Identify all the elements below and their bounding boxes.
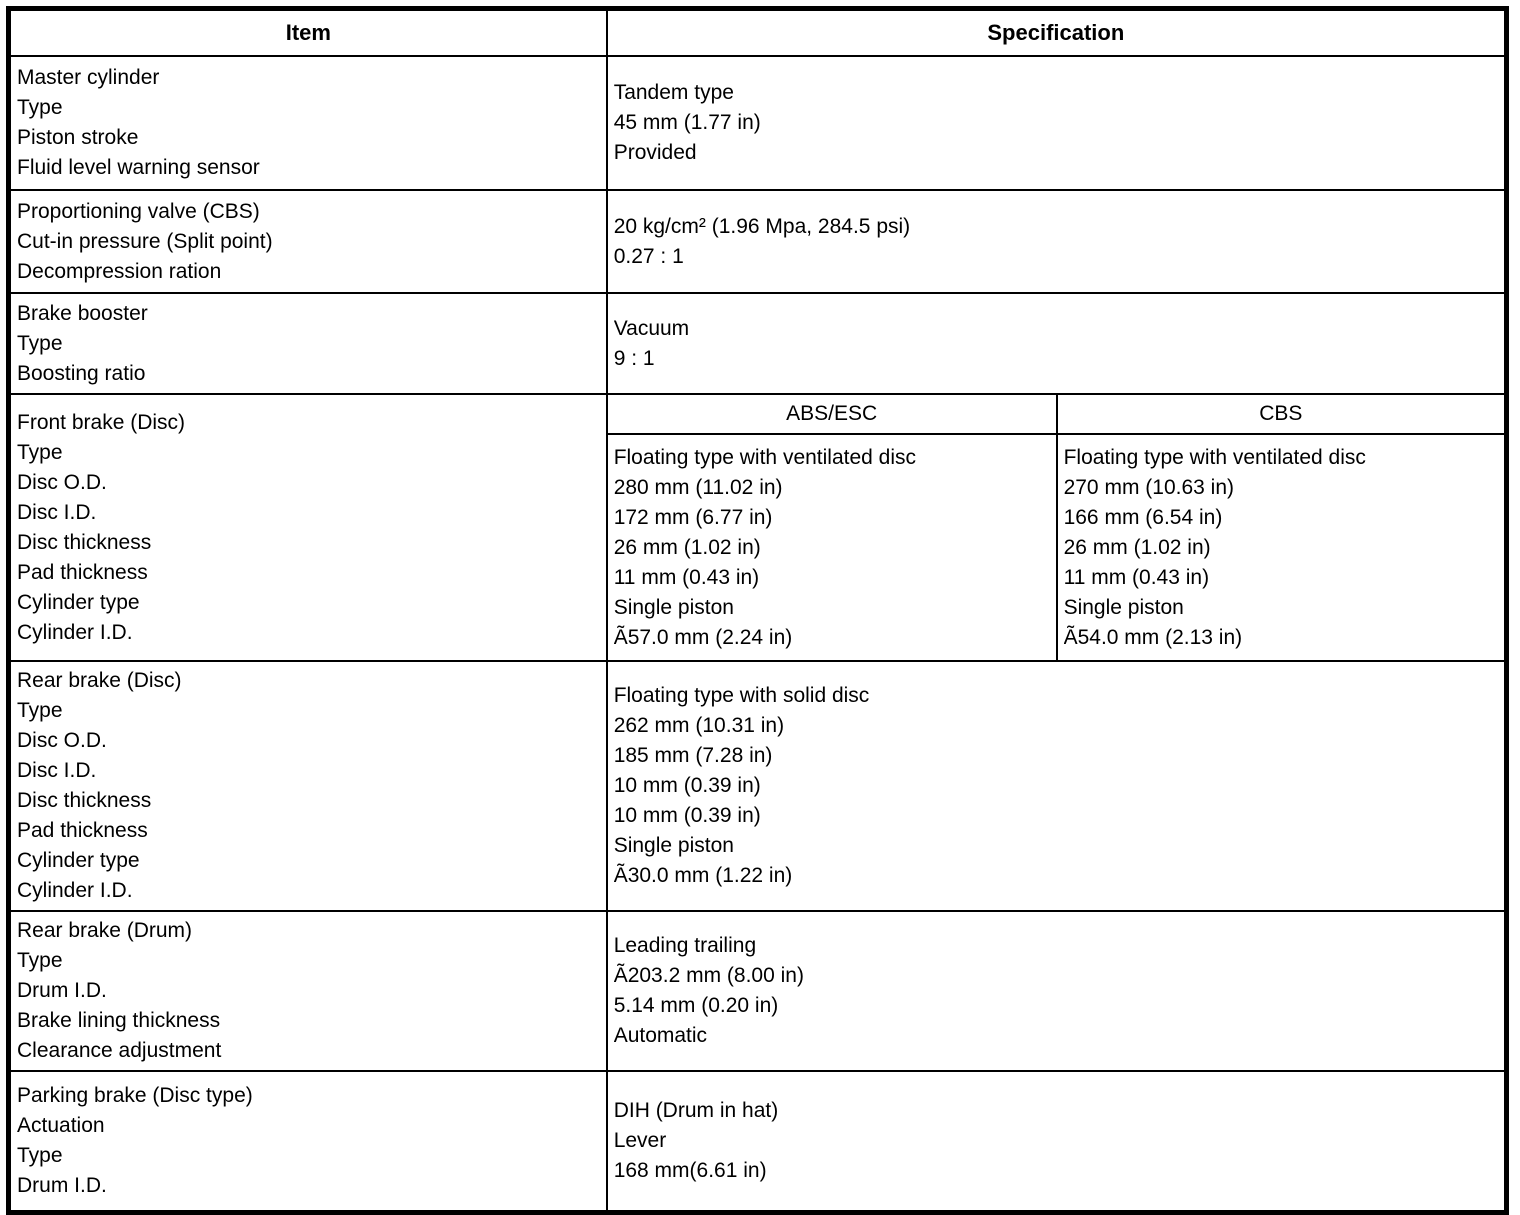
spec-cell-abs-esc: Floating type with ventilated disc 280 m… (605, 433, 1058, 662)
spec-line: Vacuum (613, 316, 690, 340)
header-row: Item Specification (7, 7, 1508, 57)
item-cell: Proportioning valve (CBS) Cut-in pressur… (7, 189, 608, 294)
table-row-parking-brake: Parking brake (Disc type) Actuation Type… (7, 1070, 1508, 1213)
spec-line: Single piston (613, 595, 734, 619)
spec-line: 26 mm (1.02 in) (613, 535, 761, 559)
spec-line: 280 mm (11.02 in) (613, 475, 783, 499)
spec-line: 45 mm (1.77 in) (613, 111, 761, 134)
spec-cell: Vacuum 9 : 1 (605, 292, 1508, 395)
spec-line: 185 mm (7.28 in) (613, 744, 773, 767)
item-line: Brake lining thickness (17, 1009, 221, 1032)
item-cell: Front brake (Disc) Type Disc O.D. Disc I… (7, 393, 608, 662)
item-line: Boosting ratio (17, 361, 146, 385)
spec-line: Ã57.0 mm (2.24 in) (613, 625, 793, 649)
spec-line: DIH (Drum in hat) (613, 1098, 779, 1122)
item-line: Type (17, 96, 63, 119)
brake-specification-table: Item Specification Master cylinder Type … (6, 6, 1509, 1215)
item-line: Clearance adjustment (17, 1039, 222, 1062)
item-line: Type (17, 949, 63, 972)
item-line: Disc O.D. (17, 470, 107, 494)
spec-line: 11 mm (0.43 in) (613, 565, 760, 589)
table-row-front-brake-disc: Front brake (Disc) Type Disc O.D. Disc I… (7, 393, 1508, 662)
spec-line: Ã30.0 mm (1.22 in) (613, 864, 793, 887)
item-line: Brake booster (17, 301, 148, 325)
item-line: Proportioning valve (CBS) (17, 199, 260, 223)
spec-line: 10 mm (0.39 in) (613, 804, 761, 827)
spec-line: 168 mm(6.61 in) (613, 1158, 767, 1182)
spec-line: 166 mm (6.54 in) (1063, 505, 1223, 529)
item-cell: Rear brake (Drum) Type Drum I.D. Brake l… (7, 910, 608, 1072)
item-cell: Master cylinder Type Piston stroke Fluid… (7, 55, 608, 191)
item-cell: Parking brake (Disc type) Actuation Type… (7, 1070, 608, 1213)
item-line: Parking brake (Disc type) (17, 1083, 253, 1107)
spec-line: Floating type with ventilated disc (613, 445, 917, 469)
spec-line: 172 mm (6.77 in) (613, 505, 773, 529)
item-line: Type (17, 699, 63, 722)
item-cell: Rear brake (Disc) Type Disc O.D. Disc I.… (7, 660, 608, 912)
column-header-item: Item (7, 7, 608, 57)
spec-line: 0.27 : 1 (613, 244, 684, 268)
sub-header-cbs: CBS (1055, 393, 1508, 435)
item-line: Cylinder type (17, 590, 140, 614)
item-line: Type (17, 440, 63, 464)
item-line: Disc I.D. (17, 500, 97, 524)
item-line: Disc O.D. (17, 729, 107, 752)
item-line: Disc thickness (17, 789, 152, 812)
table-row-brake-booster: Brake booster Type Boosting ratio Vacuum… (7, 292, 1508, 395)
spec-line: Single piston (1063, 595, 1184, 619)
spec-line: 11 mm (0.43 in) (1063, 565, 1210, 589)
item-line: Drum I.D. (17, 1173, 107, 1197)
item-line: Disc I.D. (17, 759, 97, 782)
spec-line: 20 kg/cm² (1.96 Mpa, 284.5 psi) (613, 214, 911, 238)
spec-cell: Floating type with solid disc 262 mm (10… (605, 660, 1508, 912)
item-line: Decompression ration (17, 259, 222, 283)
sub-header-abs-esc: ABS/ESC (605, 393, 1058, 435)
item-line: Pad thickness (17, 560, 148, 584)
spec-line: 5.14 mm (0.20 in) (613, 994, 779, 1017)
spec-line: 10 mm (0.39 in) (613, 774, 761, 797)
item-line: Rear brake (Disc) (17, 669, 182, 692)
spec-line: Single piston (613, 834, 734, 857)
spec-line: 270 mm (10.63 in) (1063, 475, 1234, 499)
item-line: Front brake (Disc) (17, 410, 186, 434)
spec-cell: 20 kg/cm² (1.96 Mpa, 284.5 psi) 0.27 : 1 (605, 189, 1508, 294)
spec-line: 26 mm (1.02 in) (1063, 535, 1211, 559)
table-row-master-cylinder: Master cylinder Type Piston stroke Fluid… (7, 55, 1508, 191)
spec-line: Floating type with ventilated disc (1063, 445, 1366, 469)
table-row-rear-brake-disc: Rear brake (Disc) Type Disc O.D. Disc I.… (7, 660, 1508, 912)
spec-line: Provided (613, 141, 697, 164)
table-row-proportioning-valve: Proportioning valve (CBS) Cut-in pressur… (7, 189, 1508, 294)
spec-line: Floating type with solid disc (613, 684, 870, 707)
spec-line: Leading trailing (613, 934, 757, 957)
item-line: Piston stroke (17, 126, 139, 149)
spec-line: Automatic (613, 1024, 708, 1047)
spec-cell-cbs: Floating type with ventilated disc 270 m… (1055, 433, 1508, 662)
item-line: Cylinder I.D. (17, 879, 133, 902)
item-line: Cut-in pressure (Split point) (17, 229, 273, 253)
item-line: Type (17, 331, 63, 355)
spec-line: Tandem type (613, 81, 734, 104)
spec-line: 262 mm (10.31 in) (613, 714, 785, 737)
item-line: Fluid level warning sensor (17, 156, 260, 179)
item-line: Disc thickness (17, 530, 152, 554)
column-header-specification: Specification (605, 7, 1508, 57)
item-line: Type (17, 1143, 63, 1167)
spec-cell: Tandem type 45 mm (1.77 in) Provided (605, 55, 1508, 191)
item-line: Master cylinder (17, 66, 160, 89)
table-row-front-brake-values: Floating type with ventilated disc 280 m… (9, 433, 1508, 662)
spec-line: Ã203.2 mm (8.00 in) (613, 964, 804, 987)
item-line: Rear brake (Drum) (17, 919, 193, 942)
spec-line: 9 : 1 (613, 346, 655, 370)
item-cell: Brake booster Type Boosting ratio (7, 292, 608, 395)
spec-cell: Leading trailing Ã203.2 mm (8.00 in) 5.1… (605, 910, 1508, 1072)
item-line: Cylinder type (17, 849, 140, 872)
item-line: Actuation (17, 1113, 105, 1137)
table-row-rear-brake-drum: Rear brake (Drum) Type Drum I.D. Brake l… (7, 910, 1508, 1072)
spec-line: Lever (613, 1128, 667, 1152)
item-line: Cylinder I.D. (17, 620, 133, 644)
spec-cell: DIH (Drum in hat) Lever 168 mm(6.61 in) (605, 1070, 1508, 1213)
item-line: Drum I.D. (17, 979, 107, 1002)
spec-line: Ã54.0 mm (2.13 in) (1063, 625, 1243, 649)
item-line: Pad thickness (17, 819, 148, 842)
